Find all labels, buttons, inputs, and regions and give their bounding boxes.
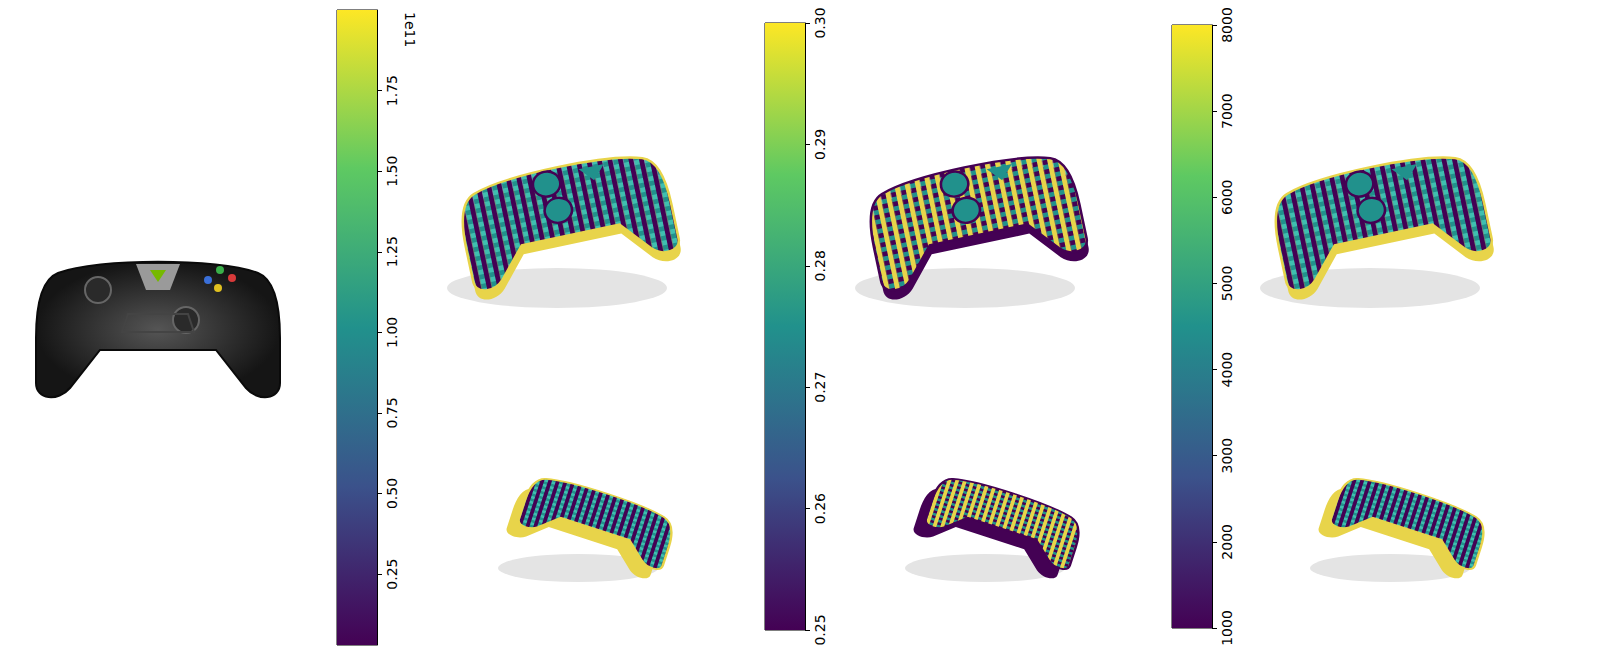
svg-text:1000: 1000 bbox=[1219, 610, 1235, 646]
svg-text:0.50: 0.50 bbox=[384, 478, 400, 509]
svg-text:0.27: 0.27 bbox=[812, 372, 828, 403]
svg-text:4000: 4000 bbox=[1219, 352, 1235, 388]
svg-text:0.26: 0.26 bbox=[812, 493, 828, 524]
svg-text:3000: 3000 bbox=[1219, 438, 1235, 474]
svg-text:0.28: 0.28 bbox=[812, 250, 828, 281]
svg-text:1.50: 1.50 bbox=[384, 156, 400, 187]
svg-text:0.29: 0.29 bbox=[812, 129, 828, 160]
svg-text:0.25: 0.25 bbox=[384, 559, 400, 590]
svg-text:0.30: 0.30 bbox=[812, 7, 828, 38]
svg-text:1.00: 1.00 bbox=[384, 317, 400, 348]
svg-text:2000: 2000 bbox=[1219, 524, 1235, 560]
svg-text:6000: 6000 bbox=[1219, 179, 1235, 215]
svg-text:1.75: 1.75 bbox=[384, 75, 400, 106]
svg-text:1e11: 1e11 bbox=[402, 12, 418, 47]
svg-text:0.75: 0.75 bbox=[384, 397, 400, 428]
svg-text:0.25: 0.25 bbox=[812, 614, 828, 645]
svg-text:1.25: 1.25 bbox=[384, 236, 400, 267]
svg-text:8000: 8000 bbox=[1219, 7, 1235, 43]
svg-text:5000: 5000 bbox=[1219, 266, 1235, 302]
svg-text:7000: 7000 bbox=[1219, 93, 1235, 129]
